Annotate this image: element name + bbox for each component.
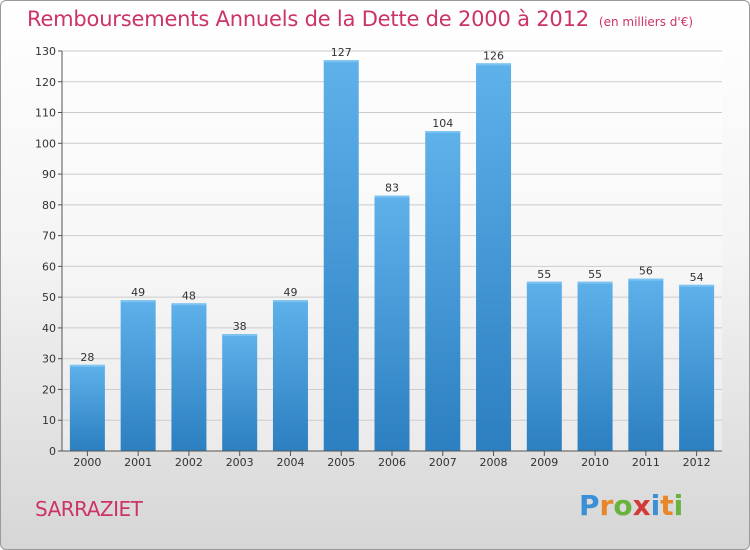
bar [69,364,105,451]
logo-letter: r [599,489,614,522]
bar-highlight [425,131,461,133]
bar [628,278,664,451]
y-tick-label: 10 [42,414,56,427]
y-tick-label: 20 [42,383,56,396]
y-tick-label: 100 [35,137,56,150]
y-tick-label: 80 [42,199,56,212]
bar-highlight [526,281,562,284]
bar-value-label: 127 [331,46,352,59]
x-tick-label: 2010 [581,456,609,469]
bar-value-label: 126 [483,49,504,62]
bar-value-label: 38 [233,320,247,333]
bar-value-label: 56 [639,265,653,278]
logo-letter: P [579,489,600,522]
bar-value-label: 49 [131,286,145,299]
y-tick-label: 110 [35,107,56,120]
bar-value-label: 54 [690,271,704,284]
bar-value-label: 55 [537,268,551,281]
bar-highlight [374,195,410,198]
bar [476,63,512,452]
bar-highlight [120,300,156,303]
commune-name: SARRAZIET [35,497,143,521]
y-tick-label: 0 [49,445,56,458]
bar [171,303,207,451]
y-tick-label: 130 [35,45,56,58]
bar-value-label: 28 [80,351,94,364]
logo-letter: i [673,489,684,522]
bar-highlight [272,300,308,303]
x-tick-label: 2011 [632,456,660,469]
y-tick-label: 70 [42,230,56,243]
logo-letter: o [613,489,633,522]
bar [526,281,562,451]
y-tick-label: 90 [42,168,56,181]
y-tick-label: 50 [42,291,56,304]
x-tick-label: 2004 [276,456,304,469]
y-tick-label: 60 [42,260,56,273]
logo-letter: i [650,489,661,522]
x-tick-label: 2007 [429,456,457,469]
y-tick-label: 120 [35,76,56,89]
bar-value-label: 104 [432,117,453,130]
y-tick-label: 40 [42,322,56,335]
x-tick-label: 2002 [175,456,203,469]
bar-highlight [476,63,512,66]
bar-value-label: 48 [182,289,196,302]
chart-title: Remboursements Annuels de la Dette de 20… [27,7,693,31]
x-tick-label: 2000 [73,456,101,469]
bar [222,334,258,451]
bar-highlight [171,303,207,306]
bar-highlight [222,334,258,337]
bar [120,300,156,451]
x-tick-label: 2005 [327,456,355,469]
x-tick-label: 2003 [226,456,254,469]
bar-highlight [577,281,613,284]
y-tick-label: 30 [42,353,56,366]
bar-highlight [628,278,664,281]
bar [425,131,461,451]
logo-letter: t [660,489,674,522]
title-text: Remboursements Annuels de la Dette de 20… [27,7,589,31]
unit-note: (en milliers d'€) [598,15,694,29]
x-tick-label: 2001 [124,456,152,469]
bar-value-label: 55 [588,268,602,281]
bar-highlight [323,60,359,63]
x-tick-label: 2009 [530,456,558,469]
bar [374,195,410,451]
bar [577,281,613,451]
x-tick-label: 2006 [378,456,406,469]
proxiti-logo: Proxiti [579,489,683,522]
bar [679,284,715,451]
bar [272,300,308,451]
x-tick-label: 2008 [480,456,508,469]
bar-value-label: 49 [283,286,297,299]
logo-letter: x [632,489,651,522]
bar-highlight [679,284,715,287]
x-tick-label: 2012 [683,456,711,469]
bar-highlight [69,364,105,367]
bar [323,60,359,451]
bar-value-label: 83 [385,182,399,195]
